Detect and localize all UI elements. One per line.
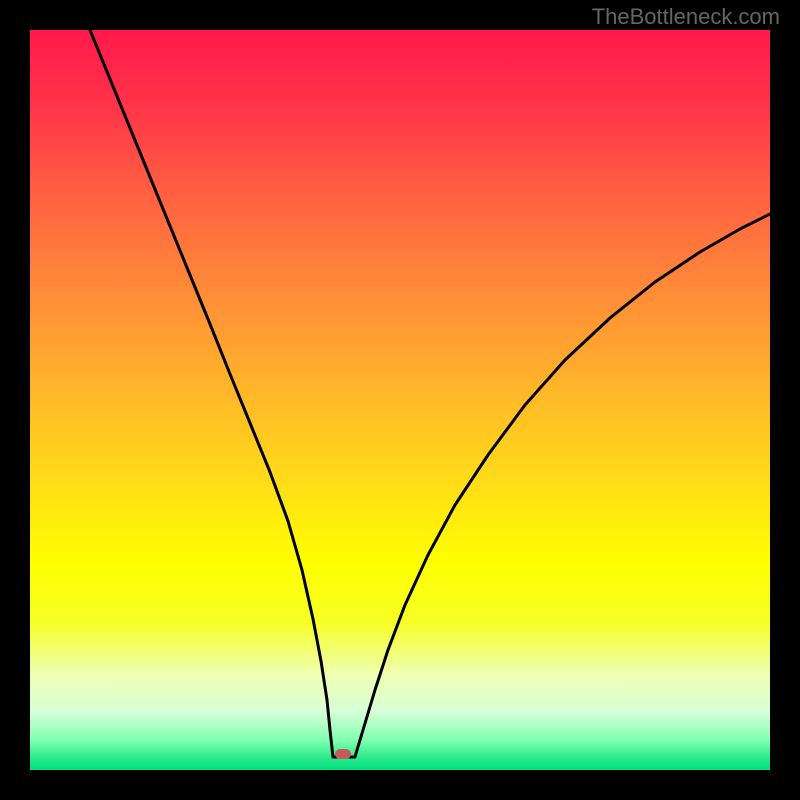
watermark-text: TheBottleneck.com <box>592 4 780 30</box>
plot-area <box>30 30 770 770</box>
bottleneck-curve <box>30 30 770 770</box>
optimal-marker <box>335 749 351 759</box>
